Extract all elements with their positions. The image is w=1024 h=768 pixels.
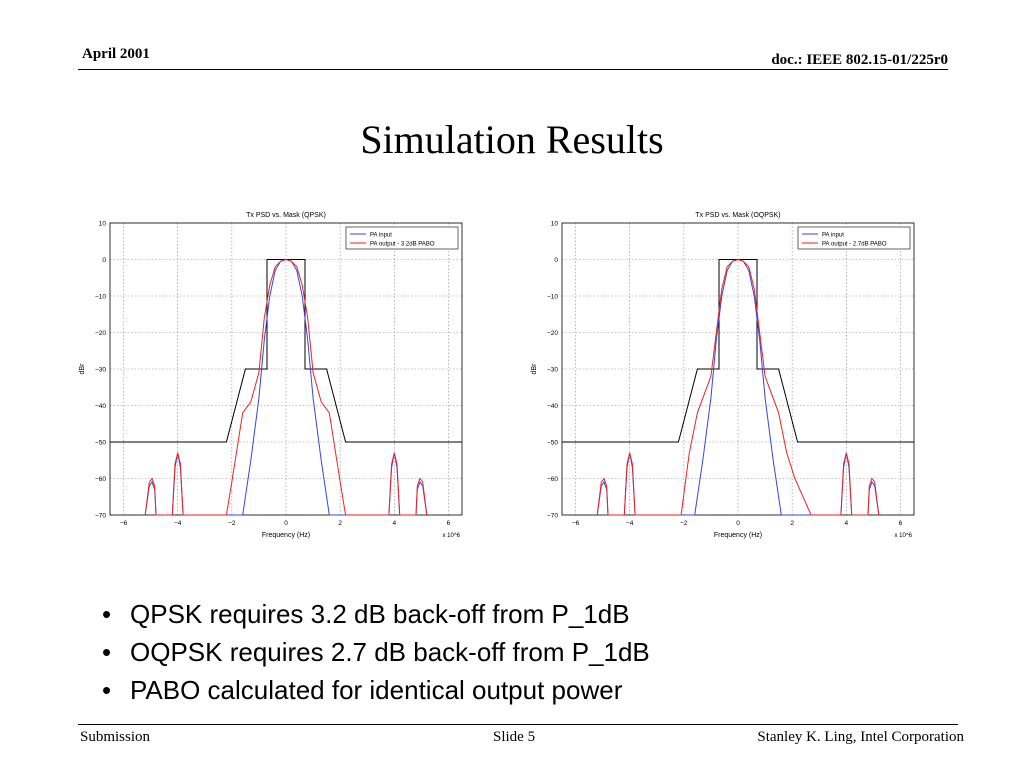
legend-box [797, 226, 911, 250]
y-tick-label: 0 [102, 257, 106, 264]
y-tick-label: −40 [547, 403, 558, 410]
slide-title: Simulation Results [360, 117, 664, 162]
y-tick-label: −50 [547, 440, 558, 447]
x-multiplier-label: x 10^6 [895, 533, 913, 539]
footer-slide-number: Slide 5 [493, 729, 536, 745]
chart-qpsk: Tx PSD vs. Mask (QPSK) −6 −4 −2 0 2 4 6 10 0 −10 −2… [72, 205, 472, 545]
y-tick-label: −50 [95, 440, 106, 447]
legend-label: PA output - 3.2dB PABO [370, 241, 435, 247]
y-tick-label: 10 [551, 221, 559, 228]
x-tick-label: 6 [447, 520, 451, 527]
x-tick-label: 4 [392, 520, 396, 527]
header-date: April 2001 [82, 46, 150, 62]
x-tick-label: −2 [228, 520, 236, 527]
header-divider [78, 69, 948, 70]
chart-svg: Tx PSD vs. Mask (QPSK)−6 −4 −2 0 2 4 6100−10−2… [79, 212, 463, 539]
x-tick-label: 2 [338, 520, 342, 527]
series-line-1 [596, 258, 880, 516]
y-tick-label: −30 [95, 367, 106, 374]
x-tick-label: −2 [680, 520, 688, 527]
legend-label: PA output - 2.7dB PABO [822, 241, 887, 247]
x-axis-label: Frequency (Hz) [714, 532, 762, 539]
chart-svg: Tx PSD vs. Mask (OQPSK)−6 −4 −2 0 2 4 6100−10−… [531, 212, 915, 539]
footer-submission: Submission [80, 729, 151, 745]
x-tick-label: 0 [736, 520, 740, 527]
x-tick-label: 0 [284, 520, 288, 527]
y-tick-label: −10 [547, 294, 558, 301]
plot-frame [561, 222, 915, 516]
footer-divider [78, 724, 958, 725]
chart-title: Tx PSD vs. Mask (OQPSK) [695, 212, 780, 219]
legend-box [345, 226, 459, 250]
x-axis-label: Frequency (Hz) [262, 532, 310, 539]
y-tick-label: −20 [547, 330, 558, 337]
bullet-list: QPSK requires 3.2 dB back-off from P_1dB… [102, 595, 650, 709]
plot-frame [109, 222, 463, 516]
y-tick-label: −10 [95, 294, 106, 301]
y-axis-label: dBr [531, 363, 538, 375]
chart-title: Tx PSD vs. Mask (QPSK) [246, 212, 326, 219]
x-tick-label: −4 [174, 520, 182, 527]
y-tick-label: −70 [95, 513, 106, 520]
chart-oqpsk: Tx PSD vs. Mask (OQPSK) −6 −4 −2 0 2 4 6 10 0 −10−… [524, 205, 924, 545]
legend-label: PA input [822, 232, 844, 238]
x-tick-label: 2 [790, 520, 794, 527]
series-line-1 [144, 258, 428, 516]
y-axis-label: dBr [79, 363, 86, 375]
bullet-item: QPSK requires 3.2 dB back-off from P_1dB [102, 595, 650, 633]
x-tick-label: 4 [844, 520, 848, 527]
footer-author: Stanley K. Ling, Intel Corporation [757, 729, 964, 745]
x-tick-label: −4 [626, 520, 634, 527]
y-tick-label: 0 [554, 257, 558, 264]
header-doc-id: doc.: IEEE 802.15-01/225r0 [771, 52, 948, 68]
y-tick-label: 10 [99, 221, 107, 228]
y-tick-label: −40 [95, 403, 106, 410]
bullet-item: PABO calculated for identical output pow… [102, 671, 650, 709]
x-multiplier-label: x 10^6 [443, 533, 461, 539]
bullet-item: OQPSK requires 2.7 dB back-off from P_1d… [102, 633, 650, 671]
y-tick-label: −20 [95, 330, 106, 337]
y-tick-label: −60 [95, 476, 106, 483]
y-tick-label: −30 [547, 367, 558, 374]
y-tick-label: −70 [547, 513, 558, 520]
y-tick-label: −60 [547, 476, 558, 483]
x-tick-label: −6 [572, 520, 580, 527]
x-tick-label: 6 [899, 520, 903, 527]
x-tick-label: −6 [120, 520, 128, 527]
legend-label: PA input [370, 232, 392, 238]
